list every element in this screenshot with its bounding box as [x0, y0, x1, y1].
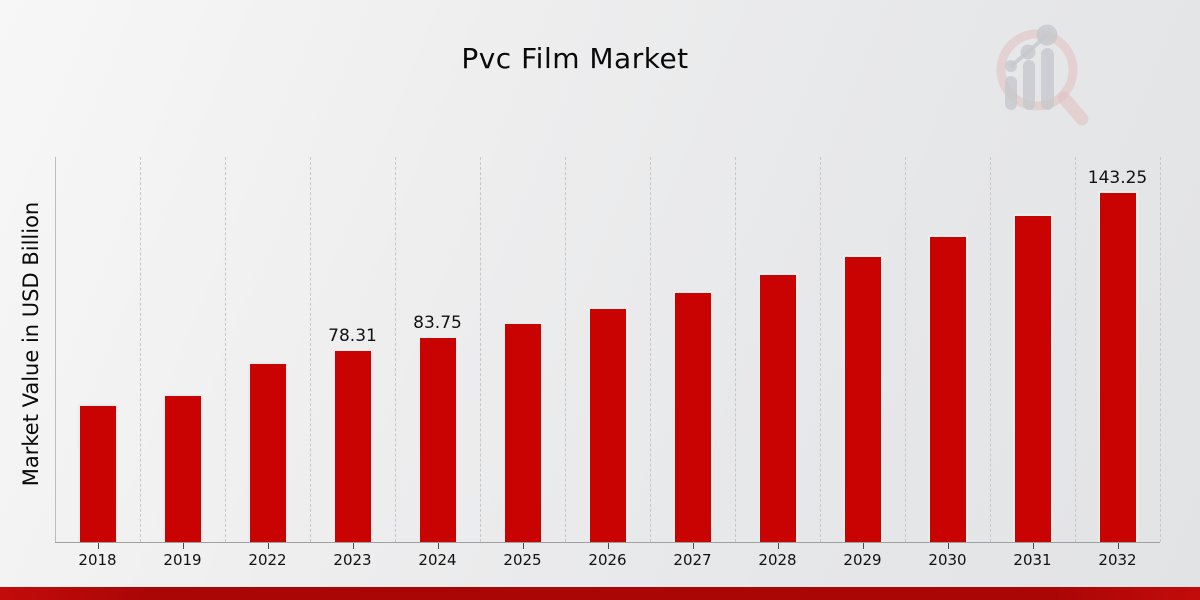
x-tick-label-2030: 2030 [928, 551, 967, 569]
bar-2026 [587, 306, 628, 542]
x-tick-label-2031: 2031 [1013, 551, 1052, 569]
x-tick-label-2026: 2026 [588, 551, 627, 569]
bar-2019 [162, 394, 203, 542]
gridline [990, 157, 991, 542]
x-axis-tick [437, 543, 439, 549]
gridline [310, 157, 311, 542]
brand-watermark-logo [996, 24, 1089, 126]
bar-value-label: 78.31 [328, 326, 377, 347]
trend-dot-large [1036, 24, 1058, 46]
bar-icon-small [1005, 76, 1017, 110]
bar-value-label: 83.75 [413, 313, 462, 334]
gridline [1075, 157, 1076, 542]
x-axis-tick [352, 543, 354, 549]
x-tick-label-2027: 2027 [673, 551, 712, 569]
gridline [820, 157, 821, 542]
x-axis-tick [182, 543, 184, 549]
x-axis: 2018 2019 2022 2023 2024 2025 2026 2027 2028 2029… [55, 543, 1160, 573]
x-axis-tick [607, 543, 609, 549]
chart-title: Pvc Film Market [461, 42, 689, 75]
bar-2018 [77, 403, 118, 542]
x-axis-tick [692, 543, 694, 549]
gridline [395, 157, 396, 542]
x-tick-label-2028: 2028 [758, 551, 797, 569]
bar-2023 [332, 349, 373, 542]
bar-2025 [502, 322, 543, 542]
x-tick-label-2029: 2029 [843, 551, 882, 569]
bar-2028 [757, 273, 798, 542]
gridline [140, 157, 141, 542]
x-axis-tick [1117, 543, 1119, 549]
bar-value-label: 143.25 [1087, 168, 1148, 189]
x-tick-label-2018: 2018 [78, 551, 117, 569]
gridline [650, 157, 651, 542]
bar-2022 [247, 361, 288, 542]
bar-2032 [1097, 191, 1138, 542]
plot-area: 78.31 83.75 143.25 [55, 155, 1161, 543]
x-tick-label-2032: 2032 [1098, 551, 1137, 569]
trend-dot-medium [1020, 44, 1036, 60]
x-tick-label-2023: 2023 [333, 551, 372, 569]
bar-icon-large [1041, 48, 1054, 110]
gridline [480, 157, 481, 542]
magnifier-handle-icon [1057, 91, 1089, 126]
x-axis-tick [522, 543, 524, 549]
x-axis-tick [862, 543, 864, 549]
gridline [565, 157, 566, 542]
bar-2027 [672, 290, 713, 542]
x-tick-label-2025: 2025 [503, 551, 542, 569]
x-axis-tick [777, 543, 779, 549]
bar-icon-medium [1023, 60, 1035, 110]
x-tick-label-2024: 2024 [418, 551, 457, 569]
x-tick-label-2019: 2019 [163, 551, 202, 569]
bar-2024 [417, 336, 458, 542]
footer-accent-bar [0, 587, 1200, 600]
x-axis-tick [947, 543, 949, 549]
x-axis-tick [97, 543, 99, 549]
gridline [1160, 157, 1161, 542]
bar-2030 [927, 235, 968, 542]
bar-2029 [842, 254, 883, 542]
x-axis-tick [267, 543, 269, 549]
gridline [735, 157, 736, 542]
gridline [905, 157, 906, 542]
y-axis-line [55, 157, 56, 542]
trend-dot-small [1005, 60, 1017, 72]
x-axis-tick [1032, 543, 1034, 549]
bar-2031 [1012, 213, 1053, 542]
y-axis-title: Market Value in USD Billion [19, 201, 43, 487]
x-tick-label-2022: 2022 [248, 551, 287, 569]
gridline [225, 157, 226, 542]
